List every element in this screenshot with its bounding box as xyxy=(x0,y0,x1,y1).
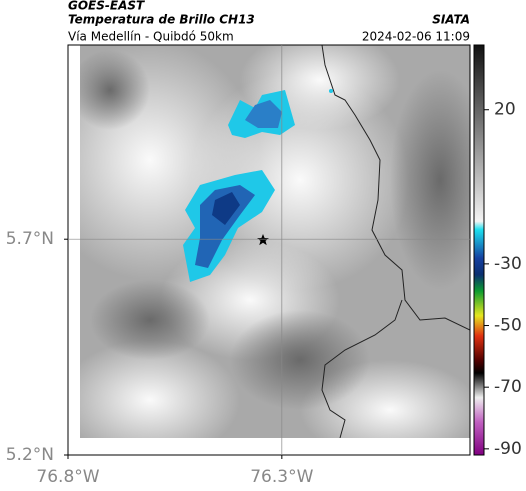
colorbar-label: -30 xyxy=(494,254,522,274)
brand: SIATA xyxy=(432,13,470,27)
satellite-image xyxy=(80,45,470,438)
lat-label: 5.7°N xyxy=(6,229,54,249)
lat-label: 5.2°N xyxy=(6,445,54,465)
lon-label: 76.8°W xyxy=(36,467,99,487)
source: GOES-EAST xyxy=(68,0,145,13)
colorbar-label: -70 xyxy=(494,377,522,397)
datetime: 2024-02-06 11:09 xyxy=(362,30,470,44)
colorbar-label: -50 xyxy=(494,316,522,336)
lon-label: 76.3°W xyxy=(250,467,313,487)
subtitle: Vía Medellín - Quibdó 50km xyxy=(68,30,234,44)
colorbar-label: -90 xyxy=(494,439,522,459)
colorbar xyxy=(473,44,485,456)
colorbar-label: 20 xyxy=(494,100,516,120)
map-frame xyxy=(67,44,471,456)
title: Temperatura de Brillo CH13 xyxy=(68,13,255,27)
